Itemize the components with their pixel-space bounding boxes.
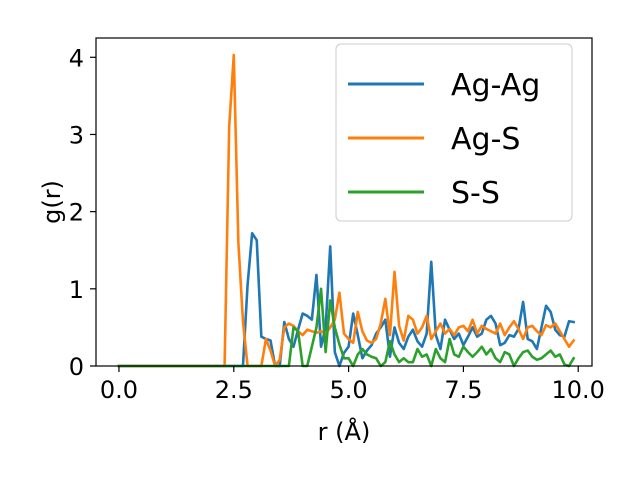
y-tick-label: 2 [69,199,84,227]
x-tick-label: 7.5 [444,376,482,404]
y-axis-label: g(r) [38,180,66,224]
y-tick-label: 3 [69,121,84,149]
x-tick-label: 10.0 [552,376,605,404]
series-layer [117,53,576,368]
legend-label-1: Ag-S [451,122,520,157]
legend: Ag-Ag Ag-S S-S [335,43,573,222]
series-line-1 [117,53,576,368]
plot-frame [95,37,593,367]
ticks-layer: 0.0 2.5 5.0 7.5 10.0 0 1 2 3 4 [69,44,605,404]
y-tick-label: 1 [69,276,84,304]
x-tick-label: 2.5 [215,376,253,404]
series-line-2 [117,287,576,368]
x-tick-label: 5.0 [330,376,368,404]
y-tick-label: 4 [69,44,84,72]
y-tick-label: 0 [69,353,84,381]
series-line-0 [117,231,576,368]
legend-label-2: S-S [451,176,500,211]
legend-box [335,43,573,222]
x-axis-label: r (Å) [318,417,371,446]
legend-label-0: Ag-Ag [451,68,540,103]
x-tick-label: 0.0 [100,376,138,404]
